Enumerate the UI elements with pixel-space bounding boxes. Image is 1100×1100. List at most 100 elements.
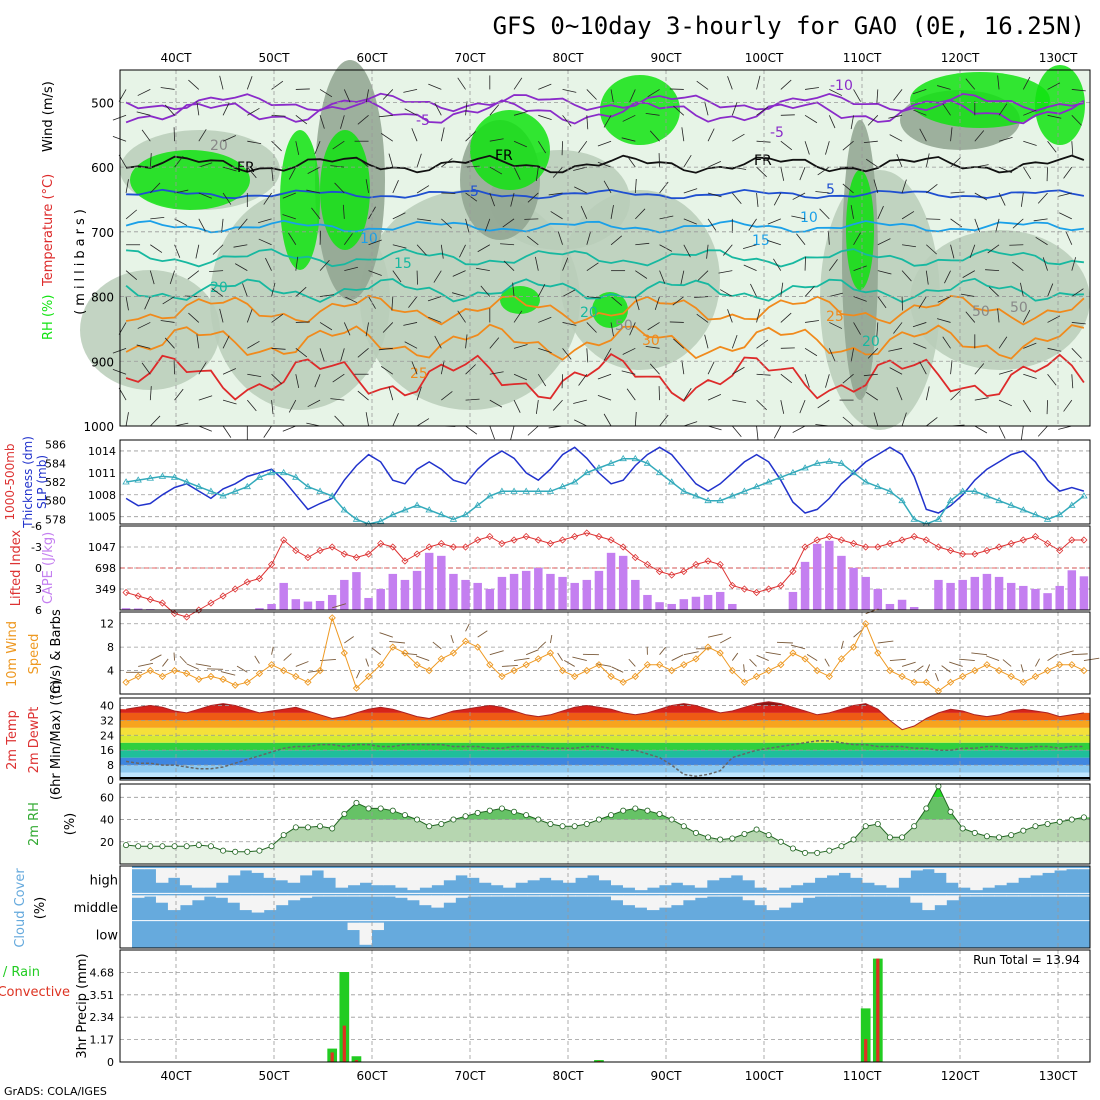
wind-barb [282,192,296,199]
rh-point [171,843,178,850]
wind-barb [731,102,738,116]
cloud-cell [802,868,816,883]
time-axis: 40CT 40CT 50CT 50CT 60CT 60CT 70CT 70CT 80CT 80CT… [161,51,1078,1083]
wind-barb [480,285,491,297]
lifted-index-point [946,546,955,555]
wind-barb [681,127,685,142]
wind-barb [465,334,468,349]
wind-barb [340,348,345,362]
cloud-cell [682,895,696,901]
cape-bar [412,570,422,610]
wind-barb [392,244,407,249]
isotherm-line [125,294,1085,326]
cloud-cell [611,868,624,886]
wind-barb [610,235,623,246]
lifted-index-point [716,560,724,569]
thickness-point [716,496,724,504]
wind-speed-point [292,672,300,681]
wind-barb [452,270,466,277]
wind-barb [548,192,563,196]
wind-barb [959,658,975,662]
wind-barb [465,364,476,375]
lifted-index-point [413,550,421,558]
contour-label: 20 [580,305,598,321]
wind-speed-point [546,649,555,657]
time-label-top: 130CT [1039,51,1078,65]
temp-band [120,712,1090,721]
thickness-point [874,482,882,490]
wind-ylabel-part: Speed [27,634,42,675]
wind-barb [440,127,445,142]
wind-speed-point [801,655,809,663]
wind-barb [1059,650,1074,656]
wind-barb [1058,425,1072,430]
wind-speed-point [522,661,530,669]
wind-barb [634,296,640,311]
lifted-index-point [304,553,312,562]
wind-barb [936,85,951,90]
cloud-cell [539,895,552,897]
lifted-index-point [934,543,943,551]
wind-barb [645,112,660,116]
cloud-cell [527,895,540,897]
wind-barb [538,83,552,90]
cloud-cell [467,895,480,897]
wind-barb [174,155,184,168]
cloud-cell [862,895,875,897]
time-label-top: 50CT [259,51,291,65]
wind-barb [671,654,684,661]
wind-barb [222,192,232,205]
wind-barb [295,661,309,667]
lifted-index-point [267,560,276,569]
wind-barb [141,362,151,375]
wind-barb [622,114,636,122]
wind-barb [258,238,272,246]
wind-barb [254,655,260,664]
wind-barb [112,369,127,375]
wind-barb [271,373,282,385]
wind-speed-point [740,678,749,686]
thickness-point [595,464,603,471]
lifted-index-point [813,536,821,544]
wind-barb [404,108,418,116]
lifted-index-point [583,529,591,537]
wind-barb [944,270,951,284]
time-label-top: 40CT [161,51,193,65]
temp-tick-label: 0 [107,774,114,787]
lifted-index-point [728,581,736,590]
cloud-cell [263,868,277,878]
contour-label: 5 [826,182,835,198]
contour-label: FR [237,160,255,176]
rh-point [680,823,687,830]
wind-barb [379,632,393,638]
isotherm-line [126,248,1085,268]
wind-barb [573,399,587,404]
contour-label: FR [495,148,513,164]
wind-speed-point [243,678,251,686]
wind-barb [792,425,806,433]
cape-ylabel-part: CAPE (J/kg) [41,532,56,604]
cloud-cell [431,868,444,886]
lifted-index-point [522,532,530,541]
wind-barb [829,292,843,297]
wind-barb [853,265,867,272]
wind-barb [707,425,722,431]
contour-label: 25 [826,309,844,325]
rh-point [1068,816,1075,823]
cloud-cell [706,868,720,881]
wind-barb [780,312,792,323]
lifted-index-point [898,536,906,544]
wind-barb [382,322,394,333]
wind-barb [925,153,930,168]
wind-barb [865,158,879,168]
cloud-cell [1042,868,1055,873]
contour-label: 5 [470,184,479,200]
thickness-point [1043,515,1052,522]
cape-bar [1067,570,1077,610]
wind-barb [1071,374,1074,389]
wind-barb [918,296,927,309]
cloud-cell [886,868,899,888]
rh-point [159,843,166,850]
rh-shade-area [360,190,580,410]
cloud-cell [347,895,361,897]
